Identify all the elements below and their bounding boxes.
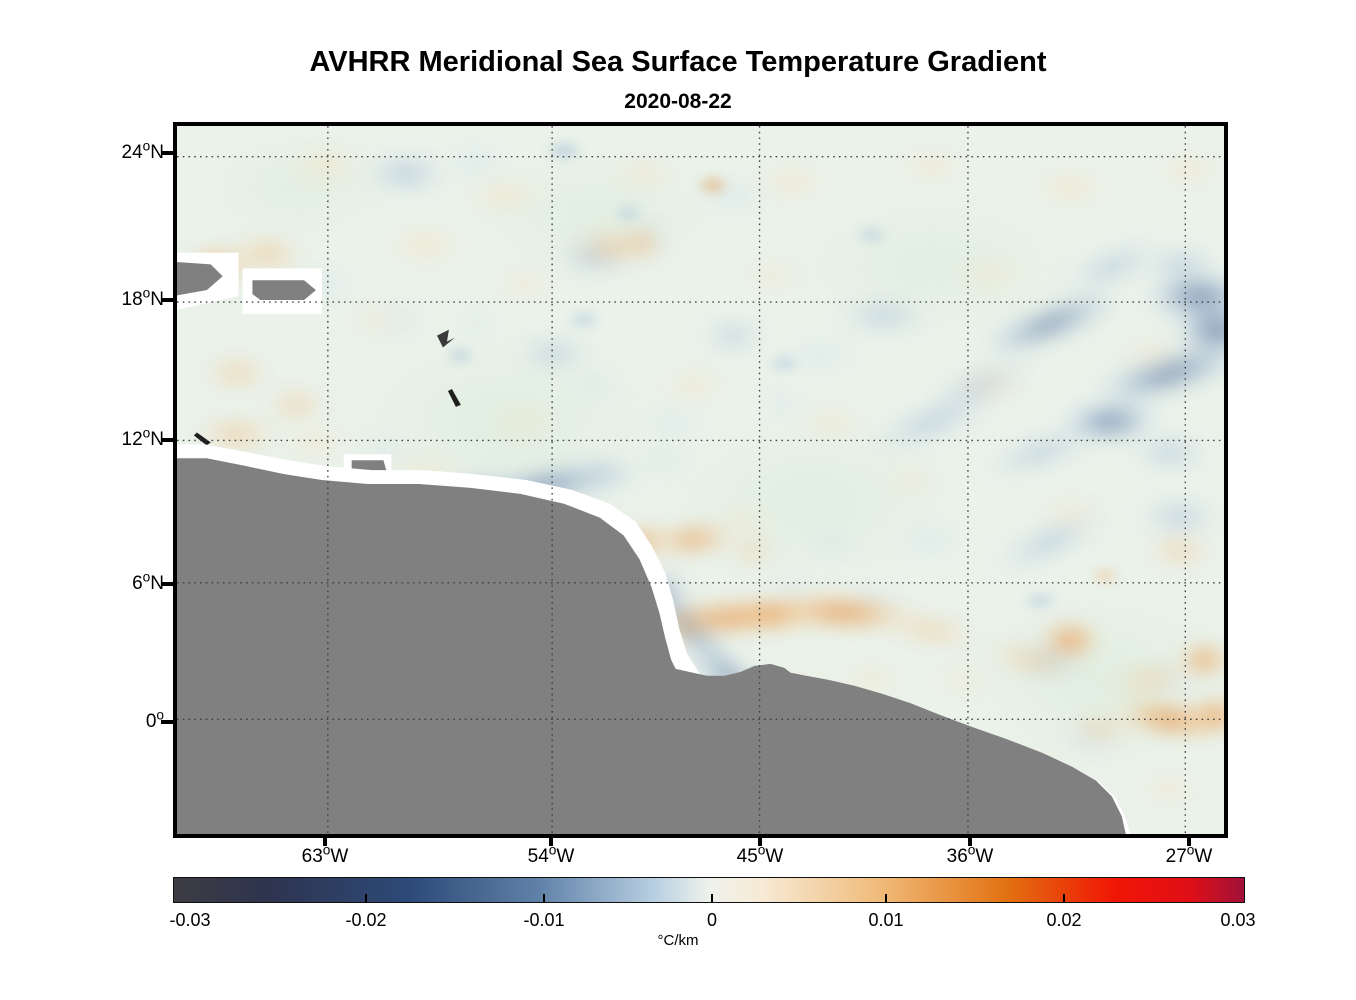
xtick-label-54W: 54oW [527, 842, 575, 867]
ytick-mark-6N [161, 582, 175, 586]
hispaniola-land [177, 261, 223, 296]
colorbar-label--0.03: -0.03 [169, 910, 211, 930]
ytick-label-6N: 6oN [132, 569, 164, 594]
ytick-label-12N: 12oN [121, 425, 164, 450]
ytick-label-18N: 18oN [121, 285, 164, 310]
sst-gradient-heatmap [177, 126, 1224, 834]
colorbar-gradient [173, 877, 1245, 903]
puerto-rico-land [252, 280, 316, 301]
ytick-mark-24N [161, 151, 175, 155]
lesser-antilles-islet-b [447, 389, 461, 407]
y-axis-labels: 24oN 18oN 12oN 6oN 0o [60, 0, 164, 1000]
south-america-land [177, 458, 1126, 834]
ytick-mark-0 [161, 720, 175, 724]
xtick-mark-63W [323, 834, 327, 846]
xtick-mark-27W [1187, 834, 1191, 846]
colorbar[interactable] [173, 877, 1245, 903]
colorbar-label-0.01: 0.01 [868, 910, 904, 930]
colorbar-tick-0 [711, 894, 713, 903]
colorbar-label--0.01: -0.01 [523, 910, 565, 930]
xtick-label-36W: 36oW [946, 842, 994, 867]
ytick-mark-18N [161, 298, 175, 302]
colorbar-tick--0.01 [543, 894, 545, 903]
xtick-mark-36W [968, 834, 972, 846]
xtick-label-63W: 63oW [301, 842, 349, 867]
colorbar-label-0.02: 0.02 [1046, 910, 1082, 930]
xtick-label-45W: 45oW [736, 842, 784, 867]
figure-title: AVHRR Meridional Sea Surface Temperature… [309, 46, 1047, 78]
colorbar-tick-0.02 [1063, 894, 1065, 903]
figure-subtitle: 2020-08-22 [624, 90, 732, 113]
colorbar-label--0.02: -0.02 [345, 910, 387, 930]
ytick-label-24N: 24oN [121, 138, 164, 163]
colorbar-tick-0.01 [885, 894, 887, 903]
xtick-mark-45W [758, 834, 762, 846]
xtick-mark-54W [549, 834, 553, 846]
lesser-antilles-islet-a [437, 329, 455, 348]
colorbar-label-0: 0 [706, 910, 718, 930]
colorbar-tick--0.02 [365, 894, 367, 903]
colorbar-label-0.03: 0.03 [1220, 910, 1256, 930]
ytick-label-0: 0o [145, 707, 164, 732]
xtick-label-27W: 27oW [1165, 842, 1213, 867]
colorbar-unit-label: °C/km [657, 932, 699, 949]
lesser-antilles-islet-c [193, 432, 211, 446]
ytick-mark-12N [161, 438, 175, 442]
map-plot-area[interactable] [173, 122, 1228, 838]
landmass-layer [177, 252, 1130, 834]
